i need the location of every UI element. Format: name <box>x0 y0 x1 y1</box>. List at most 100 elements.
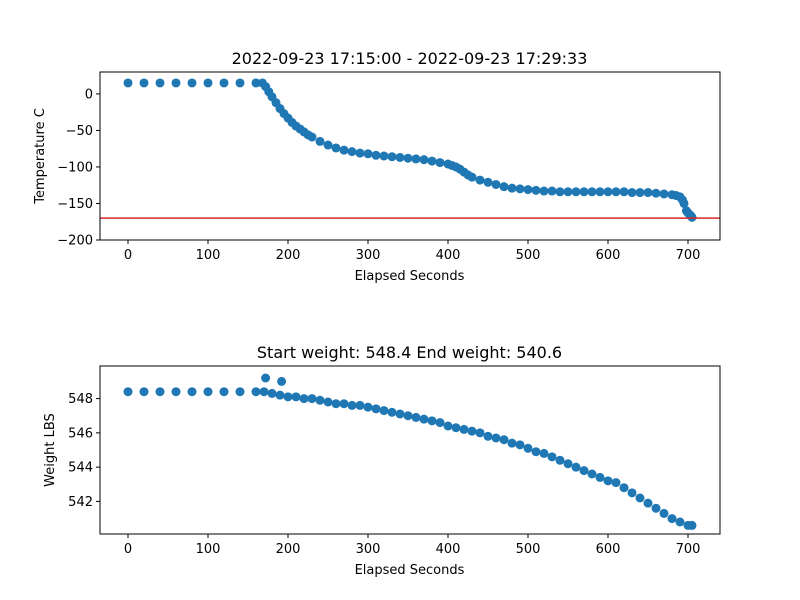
data-point <box>507 438 517 448</box>
data-point <box>475 175 485 185</box>
data-point <box>523 443 533 453</box>
data-point <box>371 404 381 414</box>
data-point <box>277 376 287 386</box>
data-point <box>491 179 501 189</box>
data-point <box>515 440 525 450</box>
data-point <box>687 520 697 530</box>
data-point <box>139 387 149 397</box>
weight-y-axis-label: Weight LBS <box>43 413 58 487</box>
x-tick-label: 400 <box>436 542 461 557</box>
weight-y-ticks: 542 544 546 548 <box>68 392 100 510</box>
data-point <box>387 407 397 417</box>
data-point <box>123 387 133 397</box>
temperature-y-axis-label: Temperature C <box>33 108 48 205</box>
data-point <box>635 188 645 198</box>
data-point <box>667 514 677 524</box>
data-point <box>403 153 413 163</box>
y-tick-label: 542 <box>68 495 93 510</box>
data-point <box>395 409 405 419</box>
data-point <box>155 78 165 88</box>
data-point <box>507 183 517 193</box>
data-point <box>635 493 645 503</box>
data-point <box>547 186 557 196</box>
data-point <box>299 394 309 404</box>
data-point <box>675 517 685 527</box>
x-tick-label: 100 <box>196 542 221 557</box>
y-tick-label: 544 <box>68 461 93 476</box>
data-point <box>419 414 429 424</box>
data-point <box>611 478 621 488</box>
x-tick-label: 0 <box>124 542 132 557</box>
data-point <box>155 387 165 397</box>
data-point <box>579 187 589 197</box>
weight-plot-title: Start weight: 548.4 End weight: 540.6 <box>257 343 562 362</box>
data-point <box>627 188 637 198</box>
data-point <box>531 185 541 195</box>
data-point <box>659 189 669 199</box>
temperature-y-ticks: −200 −150 −100 −50 0 <box>57 87 100 249</box>
temperature-plot: 2022-09-23 17:15:00 - 2022-09-23 17:29:3… <box>33 49 721 284</box>
data-point <box>531 447 541 457</box>
temperature-plot-marks <box>100 78 720 222</box>
data-point <box>579 466 589 476</box>
data-point <box>347 147 357 157</box>
x-tick-label: 300 <box>356 542 381 557</box>
temperature-plot-title: 2022-09-23 17:15:00 - 2022-09-23 17:29:3… <box>232 49 588 68</box>
data-point <box>379 151 389 161</box>
data-point <box>331 143 341 153</box>
data-point <box>643 498 653 508</box>
data-point <box>339 399 349 409</box>
data-point <box>259 387 269 397</box>
data-point <box>251 387 261 397</box>
data-point <box>651 503 661 513</box>
y-tick-label: 546 <box>68 426 93 441</box>
data-point <box>459 424 469 434</box>
data-point <box>291 392 301 402</box>
data-point <box>619 483 629 493</box>
x-tick-label: 500 <box>516 248 541 263</box>
data-point <box>323 140 333 150</box>
y-tick-label: −200 <box>57 234 93 249</box>
data-point <box>395 152 405 162</box>
y-tick-label: −100 <box>57 160 93 175</box>
data-point <box>679 198 689 208</box>
weight-plot-marks <box>123 373 697 530</box>
x-tick-label: 700 <box>676 542 701 557</box>
data-point <box>611 187 621 197</box>
data-point <box>139 78 149 88</box>
data-point <box>339 145 349 155</box>
y-tick-label: 548 <box>68 392 93 407</box>
data-point <box>475 428 485 438</box>
data-point <box>355 148 365 158</box>
data-point <box>171 78 181 88</box>
x-tick-label: 600 <box>596 542 621 557</box>
data-point <box>427 416 437 426</box>
x-tick-label: 200 <box>276 542 301 557</box>
x-tick-label: 0 <box>124 248 132 263</box>
data-point <box>267 388 277 398</box>
data-point <box>499 435 509 445</box>
data-point <box>363 149 373 159</box>
x-tick-label: 700 <box>676 248 701 263</box>
data-point <box>187 387 197 397</box>
data-point <box>355 400 365 410</box>
weight-x-ticks: 0 100 200 300 400 500 600 700 <box>124 534 701 557</box>
data-point <box>643 188 653 198</box>
data-point <box>411 154 421 164</box>
data-point <box>467 426 477 436</box>
data-point <box>315 395 325 405</box>
data-point <box>347 400 357 410</box>
data-point <box>515 184 525 194</box>
data-point <box>435 418 445 428</box>
x-tick-label: 500 <box>516 542 541 557</box>
data-point <box>323 397 333 407</box>
data-point <box>483 431 493 441</box>
data-point <box>603 187 613 197</box>
x-tick-label: 100 <box>196 248 221 263</box>
data-point <box>411 412 421 422</box>
x-tick-label: 200 <box>276 248 301 263</box>
data-point <box>603 476 613 486</box>
data-point <box>555 455 565 465</box>
data-point <box>235 78 245 88</box>
data-point <box>307 132 317 142</box>
